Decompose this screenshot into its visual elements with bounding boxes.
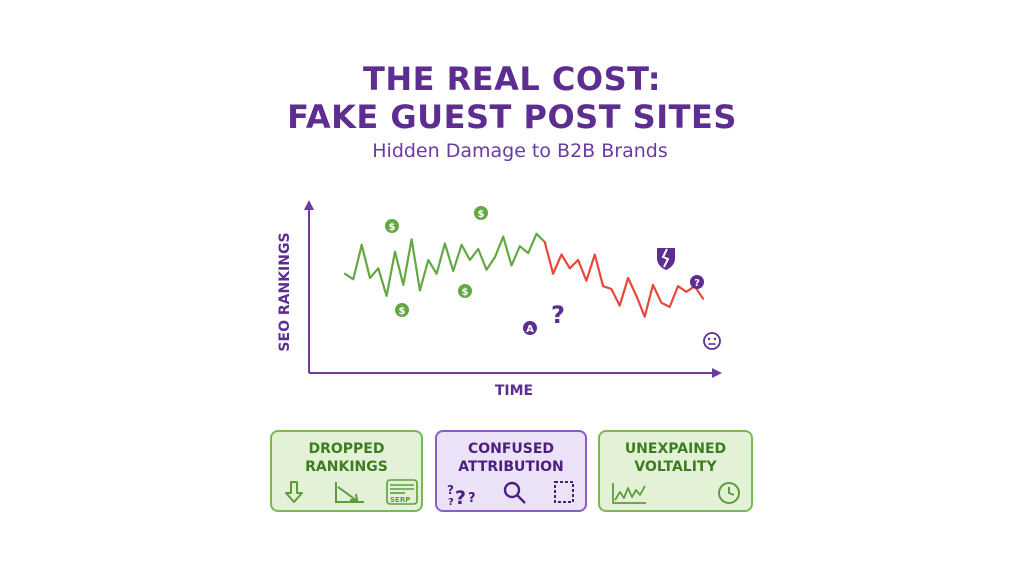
y-axis-label: SEO RANKINGS — [277, 232, 293, 351]
card-title-line1: UNEXPAINED — [624, 441, 727, 457]
dashed-frame-icon — [554, 481, 574, 503]
svg-text:$: $ — [462, 287, 469, 298]
serp-page-icon: SERP — [386, 479, 418, 505]
magnifier-icon — [503, 481, 526, 504]
x-axis-label: TIME — [495, 383, 533, 399]
card-title-line2: VOLTALITY — [634, 459, 717, 475]
seo-chart: SEO RANKINGS TIME $ $ $ $ A?? — [277, 200, 722, 399]
svg-text:$: $ — [478, 209, 485, 220]
question-mark-icon: ? — [551, 301, 565, 329]
dollar-coin-icon: $ — [458, 284, 472, 298]
card-unexplained-volatility: UNEXPAINED VOLTALITY — [598, 430, 753, 512]
y-axis-arrow — [304, 200, 314, 210]
question-marks-icon: ? ? ? ? — [447, 483, 476, 509]
card-icons — [612, 482, 740, 504]
card-title: UNEXPAINED VOLTALITY — [600, 440, 751, 476]
card-confused-attribution: CONFUSED ATTRIBUTION ? ? ? ? — [435, 430, 587, 512]
neutral-face-icon — [703, 332, 721, 350]
svg-text:$: $ — [389, 222, 396, 233]
x-axis-arrow — [712, 368, 722, 378]
serp-label: SERP — [390, 496, 410, 504]
down-arrow-icon — [285, 481, 303, 503]
question-badge-icon: ? — [690, 275, 704, 289]
letter-badge-icon: A — [523, 321, 537, 335]
card-title: DROPPED RANKINGS — [272, 440, 421, 476]
title-line-2: FAKE GUEST POST SITES — [287, 98, 737, 136]
svg-text:?: ? — [551, 301, 565, 329]
svg-text:?: ? — [694, 278, 700, 289]
dollar-coin-icon: $ — [395, 303, 409, 317]
card-title: CONFUSED ATTRIBUTION — [437, 440, 585, 476]
title-line-1: THE REAL COST: — [362, 60, 661, 98]
card-icons: SERP — [285, 479, 418, 505]
dollar-coin-icon: $ — [474, 206, 488, 220]
series-line-rising — [343, 232, 546, 297]
svg-text:?: ? — [455, 487, 466, 509]
broken-shield-icon — [657, 248, 675, 270]
svg-text:?: ? — [448, 497, 454, 508]
card-title-line2: ATTRIBUTION — [458, 459, 564, 475]
series-line-declining — [543, 241, 705, 318]
subtitle: Hidden Damage to B2B Brands — [372, 140, 668, 162]
svg-text:A: A — [526, 324, 534, 335]
card-dropped-rankings: DROPPED RANKINGS SERP — [270, 430, 423, 512]
card-icons: ? ? ? ? — [447, 481, 574, 509]
card-title-line2: RANKINGS — [305, 459, 388, 475]
card-title-line1: CONFUSED — [467, 441, 555, 457]
svg-text:$: $ — [399, 306, 406, 317]
dollar-coin-icon: $ — [385, 219, 399, 233]
volatile-line-icon — [612, 483, 646, 504]
svg-text:?: ? — [468, 491, 476, 506]
clock-icon — [718, 482, 740, 504]
card-title-line1: DROPPED — [308, 441, 385, 457]
declining-trend-icon — [335, 482, 364, 503]
svg-text:?: ? — [447, 483, 454, 497]
